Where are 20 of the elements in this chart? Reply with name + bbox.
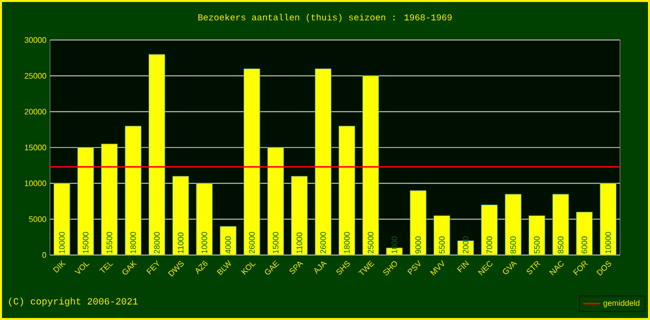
bar (315, 68, 332, 255)
bar (196, 183, 212, 255)
bar (481, 204, 498, 255)
bar (268, 148, 284, 255)
bar (338, 126, 355, 255)
bar (101, 144, 118, 255)
bar (410, 190, 426, 255)
bar (552, 194, 569, 255)
bar (362, 76, 379, 255)
bar (172, 176, 189, 255)
bar (600, 183, 616, 255)
chart-title: Bezoekers aantallen (thuis) seizoen : 1968-1969 (198, 14, 452, 22)
bar (148, 54, 165, 255)
bar (78, 148, 94, 255)
bar (291, 176, 308, 255)
text: (C) copyright 2006-2021 (9, 298, 138, 306)
bar (125, 126, 142, 255)
bar (244, 68, 260, 255)
bar (54, 183, 70, 255)
bar (505, 194, 522, 255)
